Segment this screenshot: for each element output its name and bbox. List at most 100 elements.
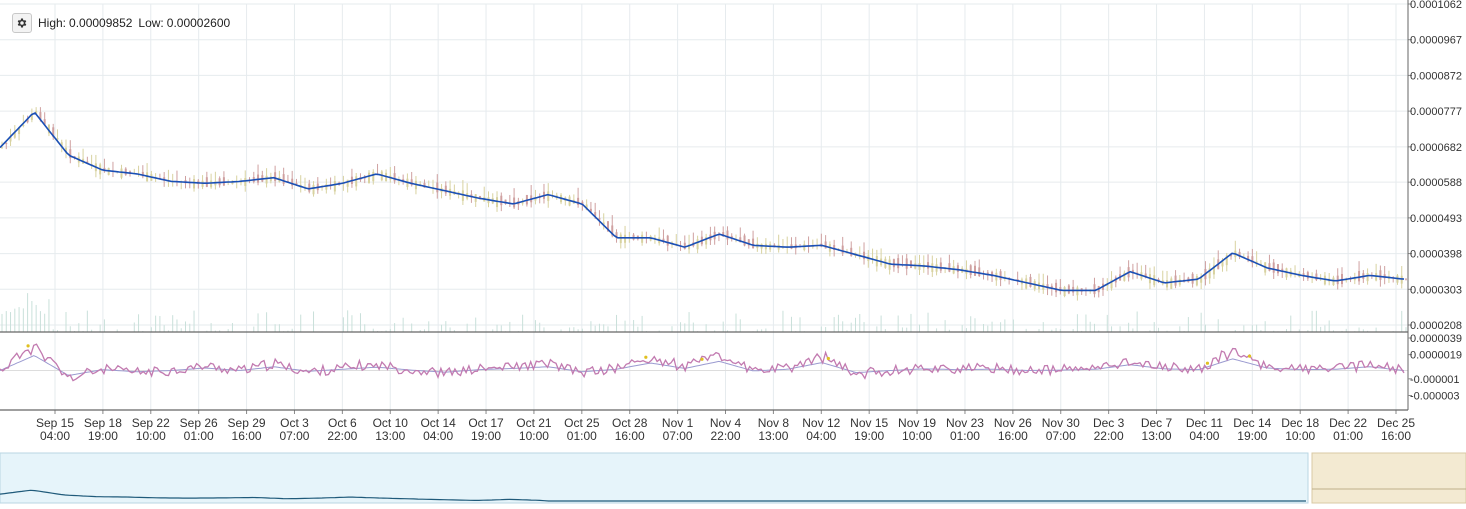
volume-bar [992,322,993,332]
x-axis-time-label: 04:00 [40,429,70,443]
x-axis-date-label: Oct 28 [612,416,648,430]
volume-bar [642,316,643,332]
volume-bar [343,317,344,332]
x-axis-date-label: Oct 6 [328,416,357,430]
settings-button[interactable] [12,13,32,33]
x-axis-time-label: 19:00 [1237,429,1267,443]
candle-body [1166,280,1168,287]
volume-bar [48,299,49,332]
candle-body [210,181,212,188]
candle-body [1277,264,1279,273]
volume-bar [569,327,570,332]
gear-icon [16,17,28,29]
candle-body [1192,274,1194,284]
volume-bar [1376,328,1377,332]
volume-bar [1256,325,1257,332]
x-axis-time-label: 10:00 [136,429,166,443]
volume-bar [859,314,860,332]
navigator[interactable] [0,453,1466,503]
candle-body [500,196,502,205]
volume-bar [1137,311,1138,332]
volume-bar [138,314,139,332]
volume-bar [684,323,685,332]
candle-body [1367,273,1369,281]
navigator-handle[interactable] [1312,453,1466,503]
candle-body [624,235,626,243]
x-axis-date-label: Sep 15 [36,416,74,430]
x-axis-date-label: Nov 12 [802,416,840,430]
volume-bar [159,316,160,332]
candle-body [863,252,865,259]
x-axis-time-label: 01:00 [184,429,214,443]
volume-bar [441,325,442,332]
x-axis-time-label: 04:00 [1189,429,1219,443]
volume-bar [232,323,233,332]
volume-bar [31,301,32,332]
volume-bar [706,324,707,332]
y-axis-label: 0.0000872 [1410,70,1462,82]
candle-body [1268,263,1270,271]
candle-body [842,246,844,254]
volume-bar [616,315,617,332]
volume-bar [1013,319,1014,332]
candle-body [1273,263,1275,273]
navigator-window[interactable] [0,453,1308,503]
osc-y-axis-label: 0.0000019 [1410,350,1462,362]
volume-bar [1004,319,1005,332]
x-axis-time-label: 13:00 [375,429,405,443]
volume-bar [842,321,843,332]
candle-body [5,143,7,144]
volume-bar [6,311,7,332]
volume-bar [266,312,267,332]
x-axis-date-label: Dec 3 [1093,416,1125,430]
chart-toolbar: High:0.00009852 Low:0.00002600 [12,13,230,33]
x-axis-date-label: Sep 22 [132,416,170,430]
volume-bar [1265,321,1266,332]
volume-bar [573,327,574,332]
volume-bar [87,311,88,332]
candle-body [910,261,912,268]
candle-body [125,169,127,175]
candle-body [1029,277,1031,287]
volume-bar [970,316,971,332]
volume-bar [347,310,348,332]
volume-bar [185,321,186,332]
volume-bar [10,312,11,332]
grid [0,4,1408,410]
osc-peak-marker [26,344,29,347]
volume-bar [27,293,28,332]
candle-body [1358,271,1360,281]
volume-bar [176,319,177,332]
volume-bar [607,326,608,332]
x-axis-date-label: Nov 1 [662,416,694,430]
candle-body [1068,285,1070,293]
low-value: 0.00002600 [167,16,230,30]
candle-body [957,265,959,272]
volume-bar [1290,316,1291,332]
volume-bar [919,325,920,332]
high-value: 0.00009852 [69,16,132,30]
volume-bar [2,314,3,332]
y-axis-label: 0.0000303 [1410,284,1462,296]
volume-bar [1252,325,1253,332]
candle-body [1179,279,1181,284]
osc-peak-marker [700,358,703,361]
candle-body [1000,271,1002,280]
osc-main-line [0,344,1404,380]
volume-bar [625,321,626,332]
x-axis-date-label: Dec 7 [1141,416,1173,430]
candle-body [283,174,285,184]
volume-bar [851,323,852,332]
volume-bar [501,326,502,332]
volume-bar [1188,317,1189,332]
high-label: High: [38,16,66,30]
candles [1,107,1407,300]
x-axis-date-label: Oct 21 [516,416,552,430]
volume-bar [962,325,963,332]
candle-body [803,244,805,250]
x-axis-time-label: 19:00 [854,429,884,443]
volume-bar [394,323,395,332]
candle-body [850,248,852,256]
